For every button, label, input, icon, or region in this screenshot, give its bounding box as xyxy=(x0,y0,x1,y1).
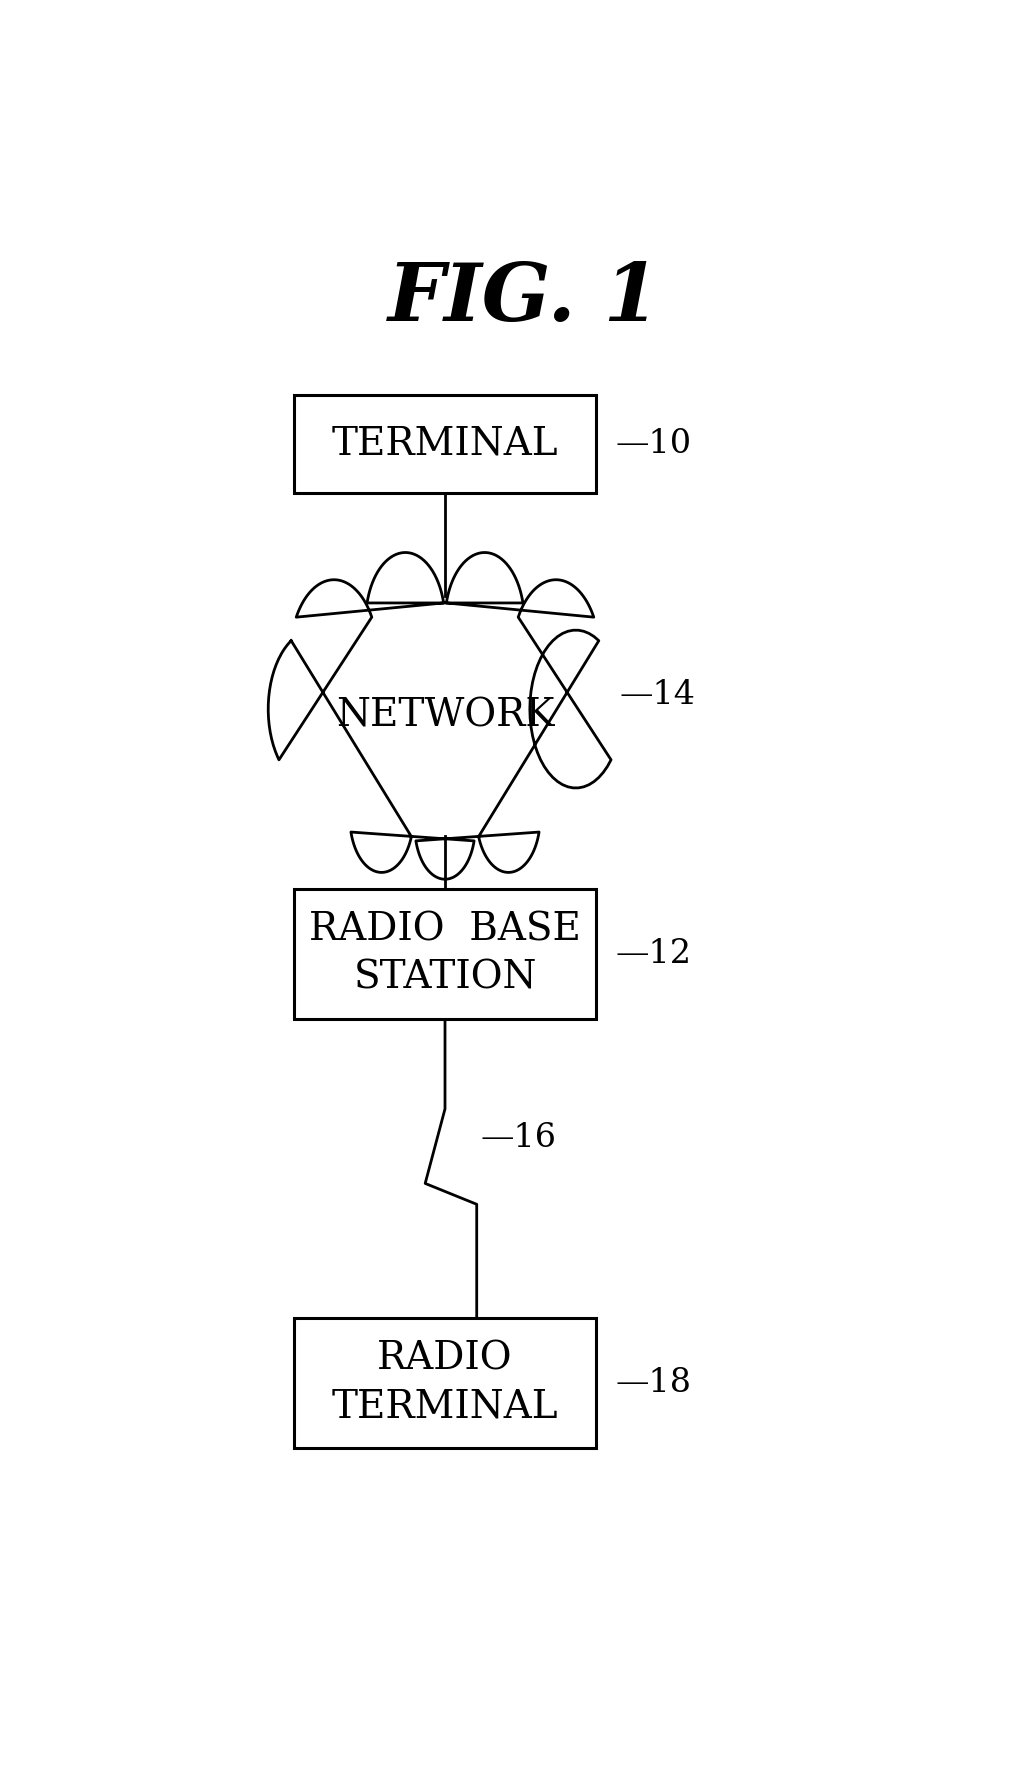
Polygon shape xyxy=(268,553,611,879)
Text: NETWORK: NETWORK xyxy=(336,697,554,734)
Text: —16: —16 xyxy=(481,1123,557,1155)
Bar xyxy=(295,394,595,493)
Bar xyxy=(295,1319,595,1448)
Text: RADIO
TERMINAL: RADIO TERMINAL xyxy=(331,1340,559,1425)
Text: —10: —10 xyxy=(616,428,692,460)
Text: —12: —12 xyxy=(616,939,692,971)
Text: —18: —18 xyxy=(616,1367,692,1398)
Text: TERMINAL: TERMINAL xyxy=(331,424,559,461)
Text: —14: —14 xyxy=(620,679,696,711)
Text: RADIO  BASE
STATION: RADIO BASE STATION xyxy=(309,911,581,997)
Bar xyxy=(295,889,595,1018)
Text: FIG. 1: FIG. 1 xyxy=(388,260,661,338)
